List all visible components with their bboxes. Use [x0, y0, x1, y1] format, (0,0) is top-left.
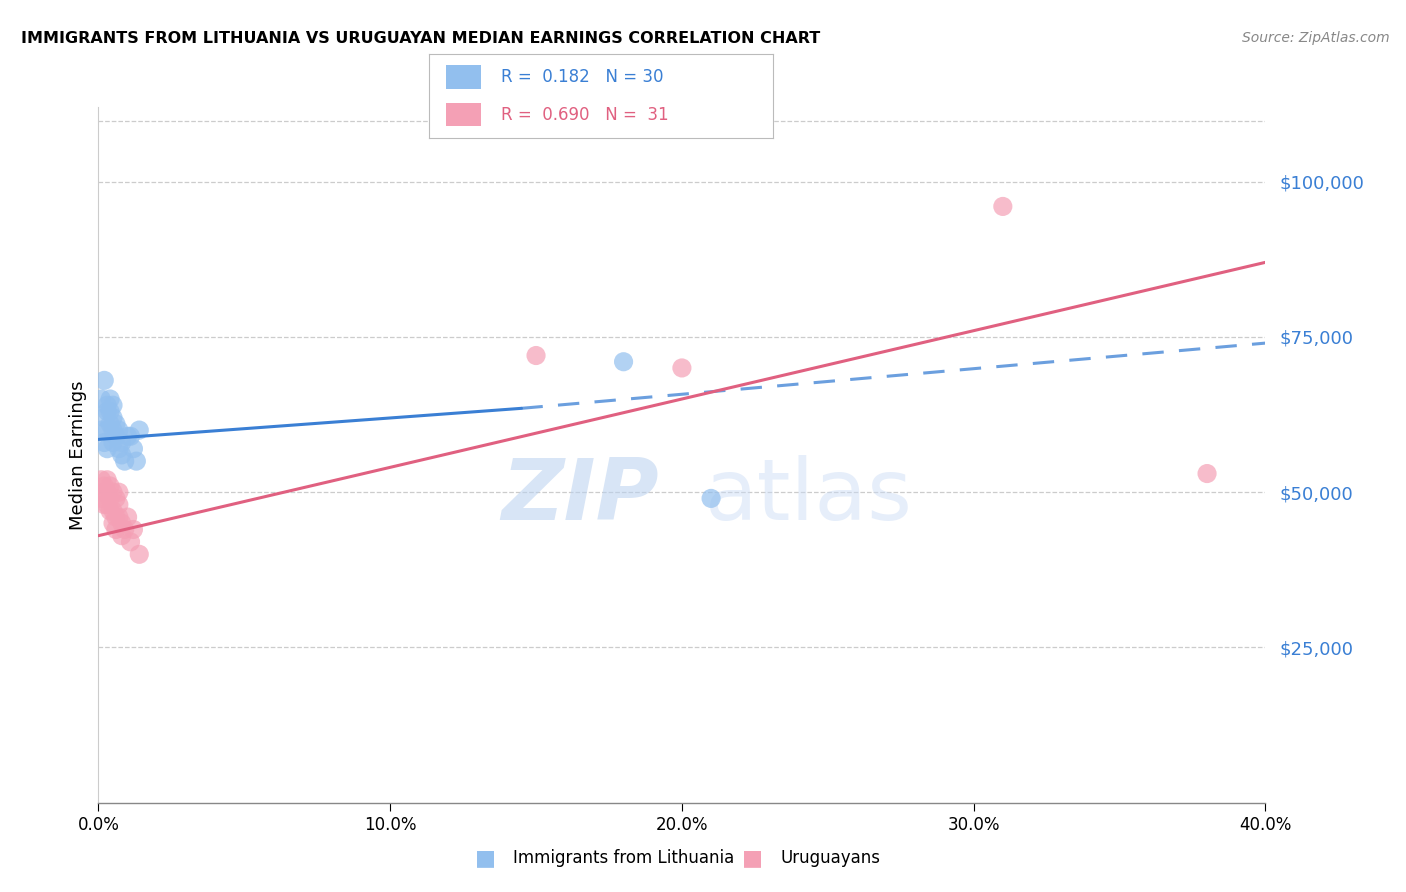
Point: [612, 355, 634, 369]
Point: [96, 398, 118, 412]
Point: [1195, 467, 1218, 481]
Point: [104, 510, 127, 524]
Point: [117, 429, 139, 443]
Point: [93, 435, 115, 450]
Point: [96, 442, 118, 456]
Point: [671, 360, 693, 375]
Point: [524, 349, 547, 363]
Y-axis label: Median Earnings: Median Earnings: [69, 380, 87, 530]
Point: [96, 404, 118, 418]
Point: [98, 491, 121, 506]
Point: [700, 491, 723, 506]
Point: [98, 504, 121, 518]
Text: Uruguayans: Uruguayans: [780, 849, 880, 867]
Point: [122, 442, 145, 456]
Bar: [446, 65, 481, 89]
Point: [93, 479, 115, 493]
Text: R =  0.182   N = 30: R = 0.182 N = 30: [501, 69, 664, 87]
Point: [101, 410, 124, 425]
Point: [93, 485, 115, 500]
Point: [991, 199, 1014, 213]
Point: [90, 491, 112, 506]
Text: ■: ■: [475, 848, 495, 868]
Point: [93, 373, 115, 387]
Point: [108, 498, 131, 512]
Point: [111, 516, 134, 531]
Point: [120, 534, 142, 549]
Text: IMMIGRANTS FROM LITHUANIA VS URUGUAYAN MEDIAN EARNINGS CORRELATION CHART: IMMIGRANTS FROM LITHUANIA VS URUGUAYAN M…: [21, 31, 820, 46]
Text: R =  0.690   N =  31: R = 0.690 N = 31: [501, 105, 669, 123]
Text: Source: ZipAtlas.com: Source: ZipAtlas.com: [1241, 31, 1389, 45]
Point: [90, 423, 112, 437]
Point: [111, 435, 134, 450]
Point: [114, 454, 136, 468]
Point: [101, 423, 124, 437]
Point: [90, 473, 112, 487]
Point: [98, 404, 121, 418]
Text: Immigrants from Lithuania: Immigrants from Lithuania: [513, 849, 734, 867]
Point: [101, 435, 124, 450]
Point: [108, 510, 131, 524]
Point: [104, 429, 127, 443]
Point: [108, 442, 131, 456]
Text: ZIP: ZIP: [501, 455, 658, 538]
Point: [111, 529, 134, 543]
Point: [96, 423, 118, 437]
Point: [96, 485, 118, 500]
Point: [111, 448, 134, 462]
Point: [101, 485, 124, 500]
Point: [120, 429, 142, 443]
Point: [93, 498, 115, 512]
Point: [98, 392, 121, 406]
Point: [108, 485, 131, 500]
Point: [96, 498, 118, 512]
Point: [104, 523, 127, 537]
Point: [128, 547, 150, 561]
Text: atlas: atlas: [706, 455, 914, 538]
Point: [93, 410, 115, 425]
Bar: [446, 103, 481, 127]
Point: [122, 523, 145, 537]
Point: [104, 417, 127, 431]
Point: [108, 423, 131, 437]
Point: [96, 473, 118, 487]
Point: [104, 491, 127, 506]
Point: [90, 392, 112, 406]
Point: [128, 423, 150, 437]
Point: [98, 417, 121, 431]
Point: [125, 454, 148, 468]
Point: [101, 504, 124, 518]
Point: [117, 510, 139, 524]
Point: [98, 479, 121, 493]
Text: ■: ■: [742, 848, 762, 868]
Point: [101, 398, 124, 412]
Point: [114, 523, 136, 537]
Point: [101, 516, 124, 531]
